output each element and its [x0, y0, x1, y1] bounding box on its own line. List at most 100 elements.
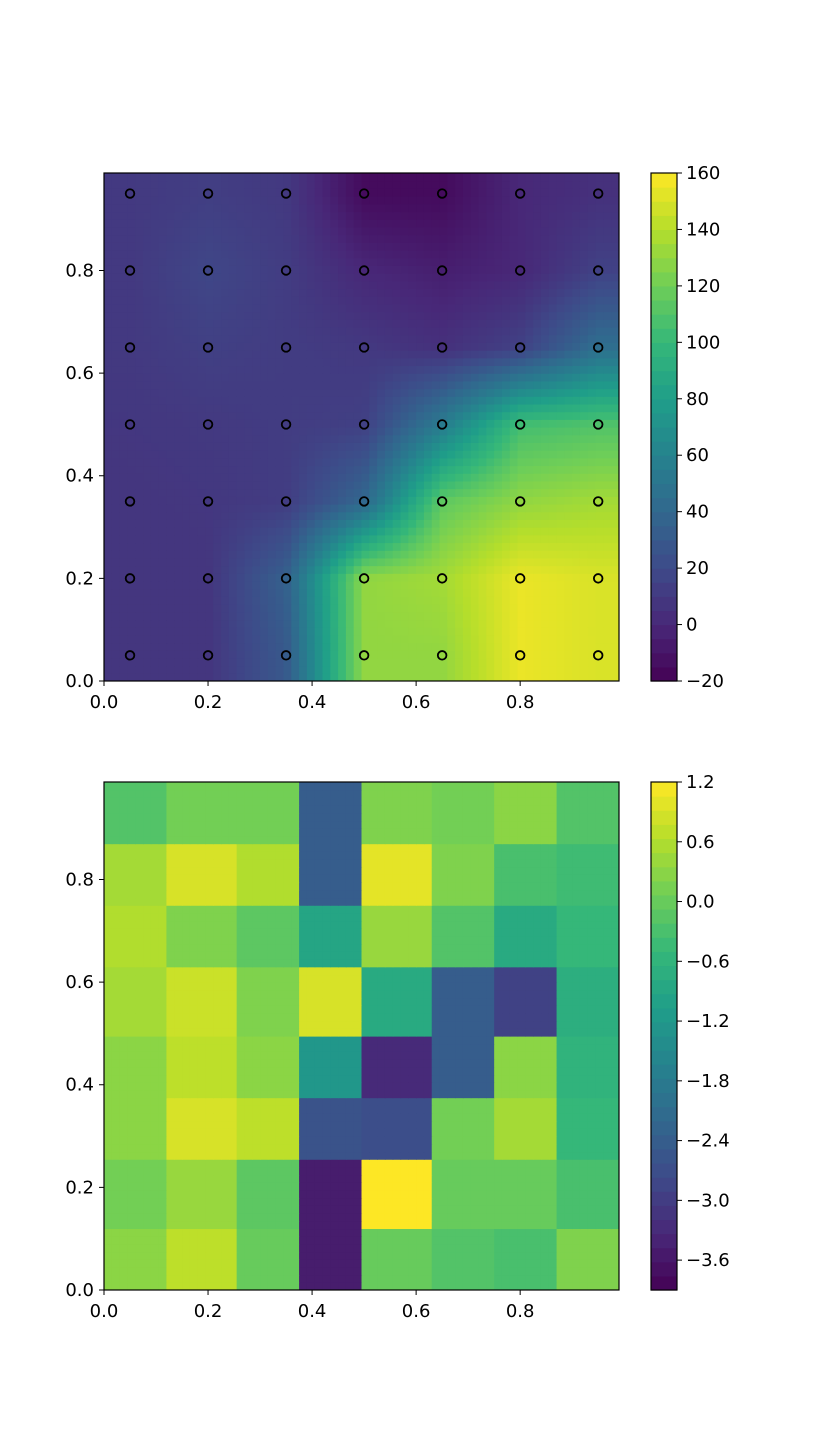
heatmap-cell [470, 319, 480, 328]
heatmap-cell [517, 373, 526, 382]
heatmap-cell [439, 511, 448, 520]
heatmap-cell [299, 588, 308, 597]
heatmap-cell [299, 473, 308, 482]
heatmap-cell [338, 203, 347, 213]
heatmap-cell [322, 665, 331, 674]
heatmap-cell [501, 496, 511, 505]
heatmap-cell [462, 496, 472, 505]
heatmap-cell [197, 519, 207, 528]
heatmap-cell [275, 642, 285, 651]
heatmap-cell [330, 588, 339, 597]
heatmap-cell [236, 534, 246, 544]
heatmap-cell [603, 511, 612, 520]
heatmap-cell [439, 619, 448, 628]
heatmap-cell [221, 411, 230, 420]
heatmap-cell [111, 496, 121, 505]
heatmap-cell [611, 434, 619, 443]
heatmap-cell [306, 604, 316, 613]
heatmap-cell [572, 365, 581, 374]
heatmap-cell [143, 280, 152, 290]
heatmap-cell [431, 442, 441, 451]
heatmap-cell [431, 350, 441, 359]
heatmap-cell [455, 196, 464, 205]
heatmap-cell [572, 465, 581, 474]
heatmap-cell [306, 188, 316, 197]
heatmap-cell [158, 573, 168, 582]
heatmap-cell [509, 373, 519, 382]
heatmap-field [104, 782, 619, 1290]
heatmap-cell [166, 311, 175, 320]
heatmap-cell [150, 573, 160, 582]
heatmap-cell [455, 365, 464, 374]
heatmap-cell [174, 542, 183, 551]
heatmap-cell [533, 365, 542, 374]
heatmap-cell [603, 280, 612, 290]
heatmap-cell [517, 234, 526, 243]
heatmap-cell [408, 1282, 417, 1290]
heatmap-cell [377, 388, 386, 397]
heatmap-cell [462, 373, 472, 382]
heatmap-cell [314, 450, 324, 459]
heatmap-cell [470, 627, 480, 636]
heatmap-cell [275, 265, 285, 274]
heatmap-cell [322, 588, 331, 597]
heatmap-cell [439, 488, 448, 497]
heatmap-cell [486, 326, 495, 336]
heatmap-cell [143, 403, 152, 413]
heatmap-cell [252, 303, 261, 313]
heatmap-cell [244, 342, 253, 351]
heatmap-cell [314, 665, 324, 674]
heatmap-cell [564, 249, 573, 259]
heatmap-cell [494, 573, 503, 582]
heatmap-cell [314, 1259, 324, 1268]
heatmap-cell [423, 480, 433, 490]
heatmap-cell [377, 373, 386, 382]
heatmap-cell [252, 265, 261, 274]
heatmap-cell [478, 550, 487, 559]
heatmap-cell [260, 249, 269, 259]
heatmap-cell [384, 249, 394, 259]
heatmap-cell [470, 173, 480, 182]
heatmap-cell [556, 550, 565, 559]
heatmap-cell [111, 334, 121, 343]
heatmap-cell [275, 411, 285, 420]
heatmap-cell [587, 342, 597, 351]
heatmap-cell [306, 311, 316, 320]
heatmap-cell [338, 396, 347, 405]
heatmap-cell [384, 673, 394, 681]
sample-point-marker [436, 342, 448, 353]
heatmap-cell [533, 588, 542, 597]
heatmap-cell [221, 557, 230, 567]
heatmap-cell [603, 257, 612, 266]
heatmap-cell [462, 534, 472, 544]
heatmap-cell [213, 511, 222, 520]
heatmap-cell [400, 457, 409, 467]
heatmap-cell [540, 219, 550, 228]
heatmap-cell [291, 180, 300, 189]
heatmap-cell [166, 573, 175, 582]
heatmap-cell [564, 334, 573, 343]
heatmap-cell [338, 350, 347, 359]
heatmap-cell [299, 619, 308, 628]
heatmap-cell [509, 357, 519, 367]
heatmap-cell [462, 288, 472, 297]
heatmap-cell [548, 173, 558, 182]
heatmap-cell [517, 380, 526, 390]
heatmap-cell [135, 450, 144, 459]
heatmap-cell [540, 196, 550, 205]
heatmap-cell [377, 357, 386, 367]
heatmap-cell [143, 427, 152, 436]
heatmap-cell [353, 373, 363, 382]
heatmap-cell [603, 173, 612, 182]
heatmap-cell [330, 188, 339, 197]
heatmap-cell [291, 403, 300, 413]
heatmap-cell [361, 242, 370, 251]
heatmap-cell [579, 303, 589, 313]
heatmap-cell [345, 665, 355, 674]
heatmap-cell [244, 388, 253, 397]
sample-point-marker [592, 419, 604, 430]
heatmap-cell [384, 388, 394, 397]
heatmap-cell [119, 588, 129, 597]
heatmap-cell [345, 503, 355, 513]
heatmap-cell [377, 496, 386, 505]
